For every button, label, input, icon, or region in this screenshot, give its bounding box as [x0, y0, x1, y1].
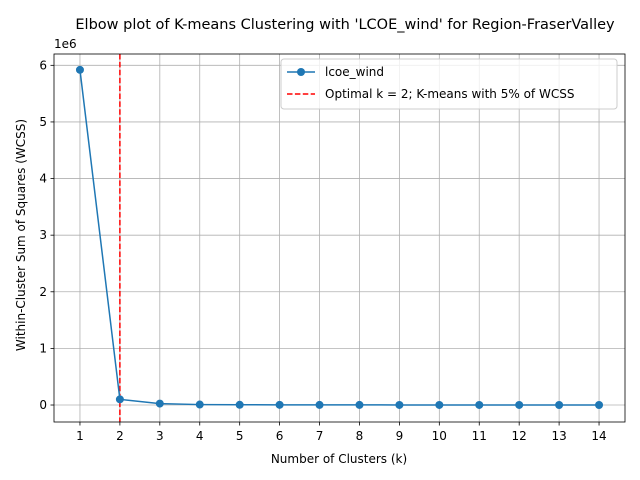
y-tick-label: 4	[39, 172, 47, 186]
y-tick-label: 1	[39, 341, 47, 355]
data-point	[195, 400, 204, 409]
data-point	[595, 400, 604, 409]
x-tick-label: 6	[276, 429, 284, 443]
chart-title: Elbow plot of K-means Clustering with 'L…	[75, 17, 615, 33]
plot-frame	[53, 53, 626, 423]
x-tick-label: 10	[432, 429, 447, 443]
data-point	[395, 400, 404, 409]
y-tick-label: 0	[39, 398, 47, 412]
legend-label-series: lcoe_wind	[325, 65, 384, 79]
x-tick-label: 3	[156, 429, 164, 443]
legend-label-optimal: Optimal k = 2; K-means with 5% of WCSS	[325, 87, 574, 101]
data-point	[475, 400, 484, 409]
y-axis-ticks: 0 1 2 3 4 5 6	[39, 58, 54, 412]
x-tick-label: 11	[472, 429, 487, 443]
y-offset-label: 1e6	[54, 37, 77, 51]
y-tick-label: 5	[39, 115, 47, 129]
data-point	[435, 400, 444, 409]
y-axis-label: Within-Cluster Sum of Squares (WCSS)	[14, 119, 28, 351]
data-point	[515, 400, 524, 409]
x-tick-label: 9	[396, 429, 404, 443]
x-axis-label: Number of Clusters (k)	[271, 452, 407, 466]
legend-marker-swatch	[297, 68, 305, 76]
data-point	[155, 399, 164, 408]
data-point	[275, 400, 284, 409]
y-tick-label: 2	[39, 285, 47, 299]
data-point	[115, 395, 124, 404]
data-point	[315, 400, 324, 409]
legend-box	[280, 58, 618, 110]
x-tick-label: 14	[591, 429, 606, 443]
x-tick-label: 5	[236, 429, 244, 443]
x-tick-label: 7	[316, 429, 324, 443]
x-tick-label: 12	[512, 429, 527, 443]
x-tick-label: 8	[356, 429, 364, 443]
x-tick-label: 13	[551, 429, 566, 443]
x-axis-ticks: 1 2 3 4 5 6 7 8 9 10 11 12 13 14	[76, 422, 607, 443]
x-tick-label: 4	[196, 429, 204, 443]
y-tick-label: 6	[39, 58, 47, 72]
x-tick-label: 2	[116, 429, 124, 443]
data-point	[555, 400, 564, 409]
data-point	[355, 400, 364, 409]
data-point	[235, 400, 244, 409]
series-line	[79, 69, 600, 406]
x-tick-label: 1	[76, 429, 84, 443]
series-layer	[75, 65, 604, 409]
legend: lcoe_wind Optimal k = 2; K-means with 5%…	[280, 58, 618, 110]
data-point	[75, 65, 84, 74]
y-tick-label: 3	[39, 228, 47, 242]
